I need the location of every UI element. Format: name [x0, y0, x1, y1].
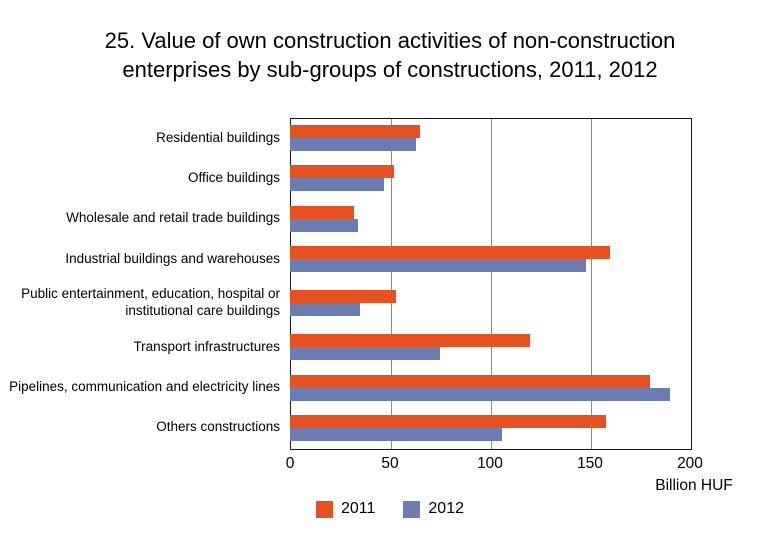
x-tick-label: 200 — [677, 455, 703, 473]
bar-2011 — [290, 246, 610, 260]
chart-rows: Residential buildings Office buildings Who… — [0, 118, 690, 448]
legend-label: 2012 — [428, 500, 464, 518]
bar-2012 — [290, 303, 360, 317]
legend-item-2011: 2011 — [316, 500, 375, 518]
legend-label: 2011 — [341, 500, 376, 518]
x-tick-label: 100 — [477, 455, 503, 473]
bar-2011 — [290, 414, 606, 428]
bar-2012 — [290, 259, 586, 273]
chart-title-line1: 25. Value of own construction activities… — [104, 28, 676, 53]
bar-2011 — [290, 165, 394, 179]
bar-group — [290, 199, 690, 239]
x-axis-unit-label: Billion HUF — [655, 477, 733, 495]
bar-2012 — [290, 347, 440, 361]
category-label: Pipelines, communication and electricity… — [9, 379, 280, 395]
bar-2012 — [290, 387, 670, 401]
bar-group — [290, 118, 690, 158]
bar-2011 — [290, 374, 650, 388]
gridline — [491, 119, 492, 450]
bar-2011 — [290, 125, 420, 139]
bar-group — [290, 327, 690, 367]
bar-2012 — [290, 427, 502, 441]
bar-2012 — [290, 178, 384, 192]
category-label: Residential buildings — [156, 129, 280, 145]
bar-2011 — [290, 205, 354, 219]
legend-swatch — [403, 500, 421, 518]
bar-group — [290, 158, 690, 198]
bar-2012 — [290, 218, 358, 232]
category-label: Others constructions — [156, 419, 280, 435]
gridline — [591, 119, 592, 450]
bar-2011 — [290, 290, 396, 304]
bar-2012 — [290, 138, 416, 152]
bar-group — [290, 239, 690, 279]
bar-2011 — [290, 334, 530, 348]
x-tick-label: 50 — [381, 455, 399, 473]
category-label: Industrial buildings and warehouses — [65, 250, 280, 266]
category-label: Transport infrastructures — [133, 338, 280, 354]
chart-title-line2: enterprises by sub-groups of constructio… — [122, 57, 658, 83]
legend: 2011 2012 — [0, 500, 780, 518]
category-label: Office buildings — [187, 170, 280, 186]
x-tick-label: 150 — [577, 455, 603, 473]
bar-group — [290, 279, 690, 327]
legend-swatch — [316, 500, 333, 518]
chart-title: 25. Value of own construction activities… — [0, 0, 780, 84]
legend-item-2012: 2012 — [403, 500, 464, 518]
category-label: Public entertainment, education, hospita… — [21, 286, 280, 319]
bar-chart: Residential buildings Office buildings Who… — [0, 112, 780, 498]
bar-group — [290, 368, 690, 408]
category-label: Wholesale and retail trade buildings — [66, 210, 280, 226]
bar-group — [290, 408, 690, 448]
x-tick-label: 0 — [285, 455, 295, 473]
gridline — [391, 119, 392, 450]
